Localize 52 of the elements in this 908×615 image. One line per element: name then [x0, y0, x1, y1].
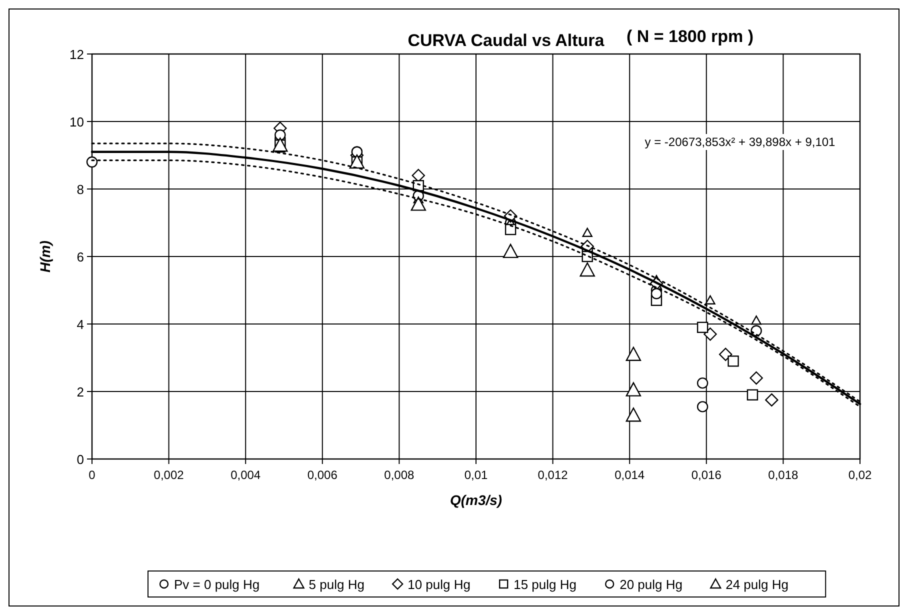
y-tick-label: 12	[70, 47, 84, 62]
point	[696, 377, 708, 389]
point	[410, 196, 426, 211]
point	[750, 371, 763, 385]
point	[412, 168, 425, 182]
y-tick-label: 0	[76, 452, 84, 467]
x-tick-label: 0,002	[154, 468, 184, 482]
point	[728, 356, 739, 367]
legend-label: 24 pulg Hg	[726, 577, 788, 592]
legend-label: Pv = 0 pulg Hg	[174, 577, 260, 592]
x-tick-label: 0	[88, 468, 96, 482]
legend-label: 20 pulg Hg	[620, 577, 682, 592]
y-tick-label: 6	[76, 250, 84, 264]
legend-label: 5 pulg Hg	[308, 577, 364, 592]
x-tick-label: 0,02	[848, 468, 872, 482]
x-tick-label: 0,014	[614, 468, 645, 482]
point	[704, 328, 717, 341]
point	[582, 228, 592, 237]
y-tick-label: 4	[76, 317, 84, 332]
point	[719, 348, 732, 361]
x-tick-label: 0,006	[307, 468, 338, 482]
point	[751, 316, 762, 325]
x-tick-label: 0,018	[768, 468, 799, 482]
point	[580, 262, 595, 277]
annotation: y = -20673,853x² + 39,898x + 9,101	[644, 135, 836, 149]
point	[626, 382, 642, 396]
y-tick-label: 2	[76, 384, 84, 400]
point	[705, 295, 716, 304]
point	[86, 156, 98, 168]
x-tick-label: 0,008	[384, 468, 415, 482]
x-tick-label: 0,004	[230, 468, 261, 482]
legend-label: 10 pulg Hg	[408, 577, 470, 592]
chart-subtitle: ( N = 1800 rpm )	[626, 27, 754, 46]
point	[502, 244, 518, 258]
point	[696, 322, 708, 333]
x-tick-label: 0,012	[538, 468, 568, 482]
point	[504, 224, 516, 236]
y-tick-label: 8	[76, 182, 84, 197]
x-tick-label: 0,016	[691, 468, 722, 482]
point	[765, 393, 778, 407]
point	[626, 408, 642, 422]
point	[746, 389, 758, 400]
y-tick-label: 10	[70, 114, 84, 130]
point	[626, 346, 642, 361]
point	[696, 401, 708, 412]
x-axis-title: Q(m3/s)	[450, 492, 502, 508]
point	[650, 288, 662, 300]
chart-title: CURVA Caudal vs Altura	[408, 31, 605, 50]
point	[274, 129, 286, 141]
y-axis-title: H(m)	[37, 240, 53, 272]
legend-label: 15 pulg Hg	[514, 577, 576, 592]
x-tick-label: 0,01	[464, 468, 488, 482]
